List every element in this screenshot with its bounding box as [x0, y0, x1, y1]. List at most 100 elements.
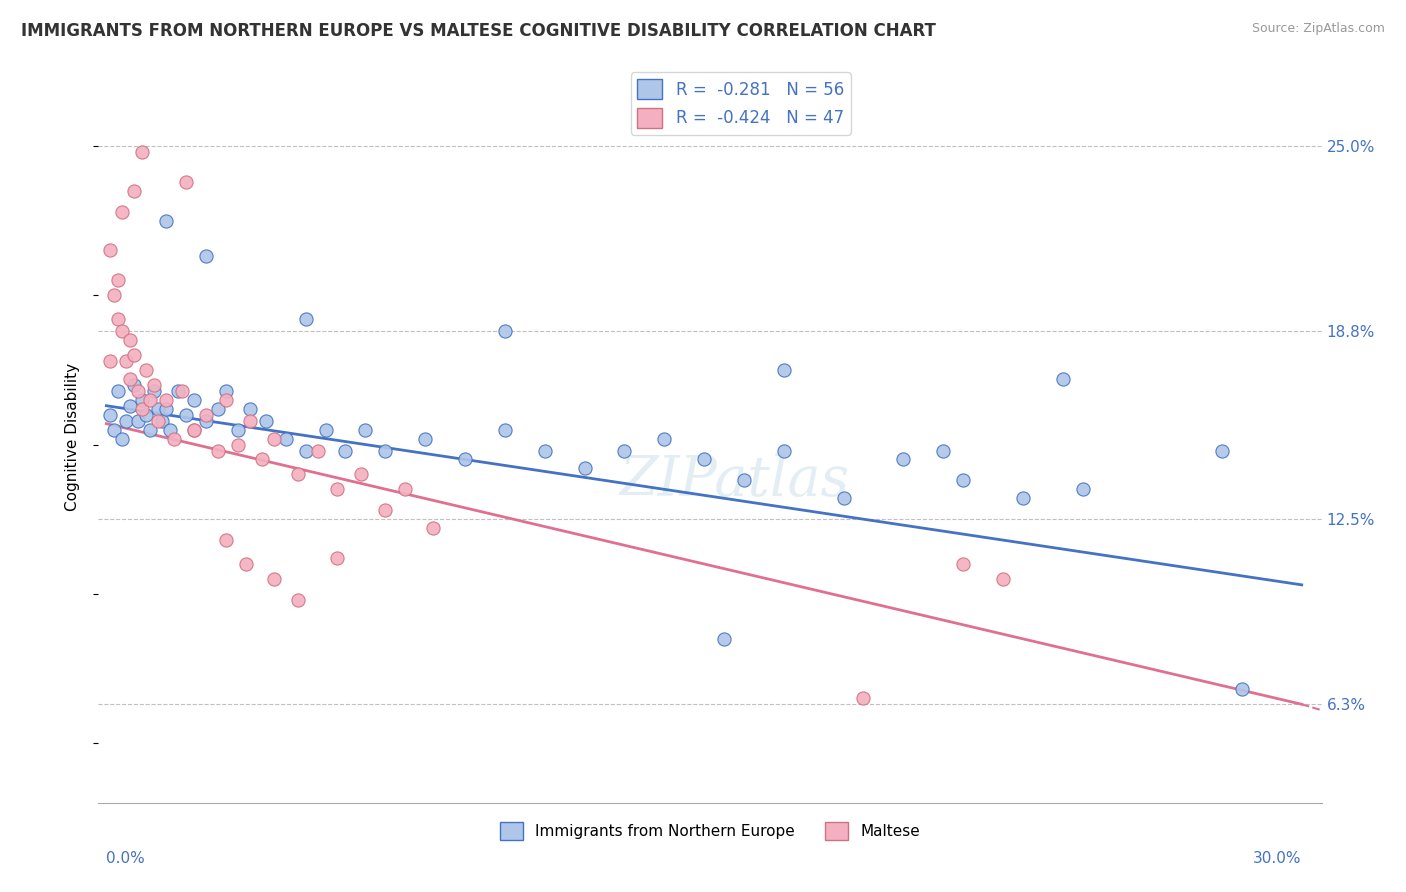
Point: [226, 437, 249, 451]
Point: [143, 377, 166, 392]
Point: [135, 408, 157, 422]
Point: [315, 423, 337, 437]
Point: [374, 503, 396, 517]
Point: [239, 401, 262, 416]
Point: [1011, 491, 1033, 506]
Point: [183, 423, 205, 437]
Point: [174, 408, 197, 422]
Point: [139, 392, 162, 407]
Point: [111, 324, 134, 338]
Point: [131, 392, 153, 407]
Point: [183, 423, 205, 437]
Point: [772, 443, 794, 458]
Point: [693, 452, 716, 467]
Point: [891, 452, 914, 467]
Point: [111, 432, 134, 446]
Point: [155, 392, 177, 407]
Point: [207, 443, 229, 458]
Text: 0.0%: 0.0%: [107, 851, 145, 865]
Point: [115, 354, 138, 368]
Point: [952, 474, 974, 488]
Point: [107, 273, 129, 287]
Point: [852, 691, 875, 706]
Point: [533, 443, 555, 458]
Point: [124, 377, 146, 392]
Point: [120, 333, 142, 347]
Point: [148, 401, 170, 416]
Point: [159, 423, 181, 437]
Point: [124, 348, 146, 362]
Point: [148, 414, 170, 428]
Point: [120, 399, 142, 413]
Point: [1071, 483, 1094, 497]
Point: [195, 250, 218, 264]
Point: [294, 312, 316, 326]
Point: [733, 474, 755, 488]
Point: [374, 443, 396, 458]
Point: [1052, 372, 1074, 386]
Point: [215, 384, 238, 398]
Point: [155, 401, 177, 416]
Point: [932, 443, 955, 458]
Point: [183, 392, 205, 407]
Point: [127, 414, 149, 428]
Point: [215, 533, 238, 547]
Point: [150, 414, 173, 428]
Point: [422, 521, 444, 535]
Point: [107, 384, 129, 398]
Text: Source: ZipAtlas.com: Source: ZipAtlas.com: [1251, 22, 1385, 36]
Point: [207, 401, 229, 416]
Y-axis label: Cognitive Disability: Cognitive Disability: [65, 363, 80, 511]
Point: [143, 384, 166, 398]
Point: [263, 432, 285, 446]
Point: [326, 483, 349, 497]
Point: [832, 491, 855, 506]
Point: [413, 432, 436, 446]
Point: [107, 312, 129, 326]
Point: [274, 432, 297, 446]
Point: [124, 184, 146, 198]
Point: [991, 572, 1014, 586]
Point: [254, 414, 277, 428]
Point: [350, 467, 373, 482]
Point: [131, 145, 153, 159]
Point: [100, 354, 122, 368]
Legend: Immigrants from Northern Europe, Maltese: Immigrants from Northern Europe, Maltese: [494, 815, 927, 847]
Point: [613, 443, 636, 458]
Point: [172, 384, 194, 398]
Point: [287, 592, 309, 607]
Point: [652, 432, 675, 446]
Point: [1211, 443, 1233, 458]
Point: [287, 467, 309, 482]
Point: [335, 443, 357, 458]
Point: [494, 324, 516, 338]
Point: [494, 423, 516, 437]
Point: [952, 557, 974, 571]
Point: [394, 483, 416, 497]
Point: [115, 414, 138, 428]
Point: [354, 423, 377, 437]
Point: [120, 372, 142, 386]
Point: [1230, 682, 1253, 697]
Point: [307, 443, 329, 458]
Point: [167, 384, 190, 398]
Point: [100, 408, 122, 422]
Point: [195, 414, 218, 428]
Point: [215, 392, 238, 407]
Point: [174, 175, 197, 189]
Text: ZIPatlas: ZIPatlas: [620, 454, 849, 508]
Point: [103, 423, 125, 437]
Point: [139, 423, 162, 437]
Point: [239, 414, 262, 428]
Point: [454, 452, 477, 467]
Point: [131, 401, 153, 416]
Point: [713, 632, 735, 646]
Point: [226, 423, 249, 437]
Point: [127, 384, 149, 398]
Point: [235, 557, 257, 571]
Point: [100, 244, 122, 258]
Point: [111, 204, 134, 219]
Text: IMMIGRANTS FROM NORTHERN EUROPE VS MALTESE COGNITIVE DISABILITY CORRELATION CHAR: IMMIGRANTS FROM NORTHERN EUROPE VS MALTE…: [21, 22, 936, 40]
Point: [294, 443, 316, 458]
Point: [772, 363, 794, 377]
